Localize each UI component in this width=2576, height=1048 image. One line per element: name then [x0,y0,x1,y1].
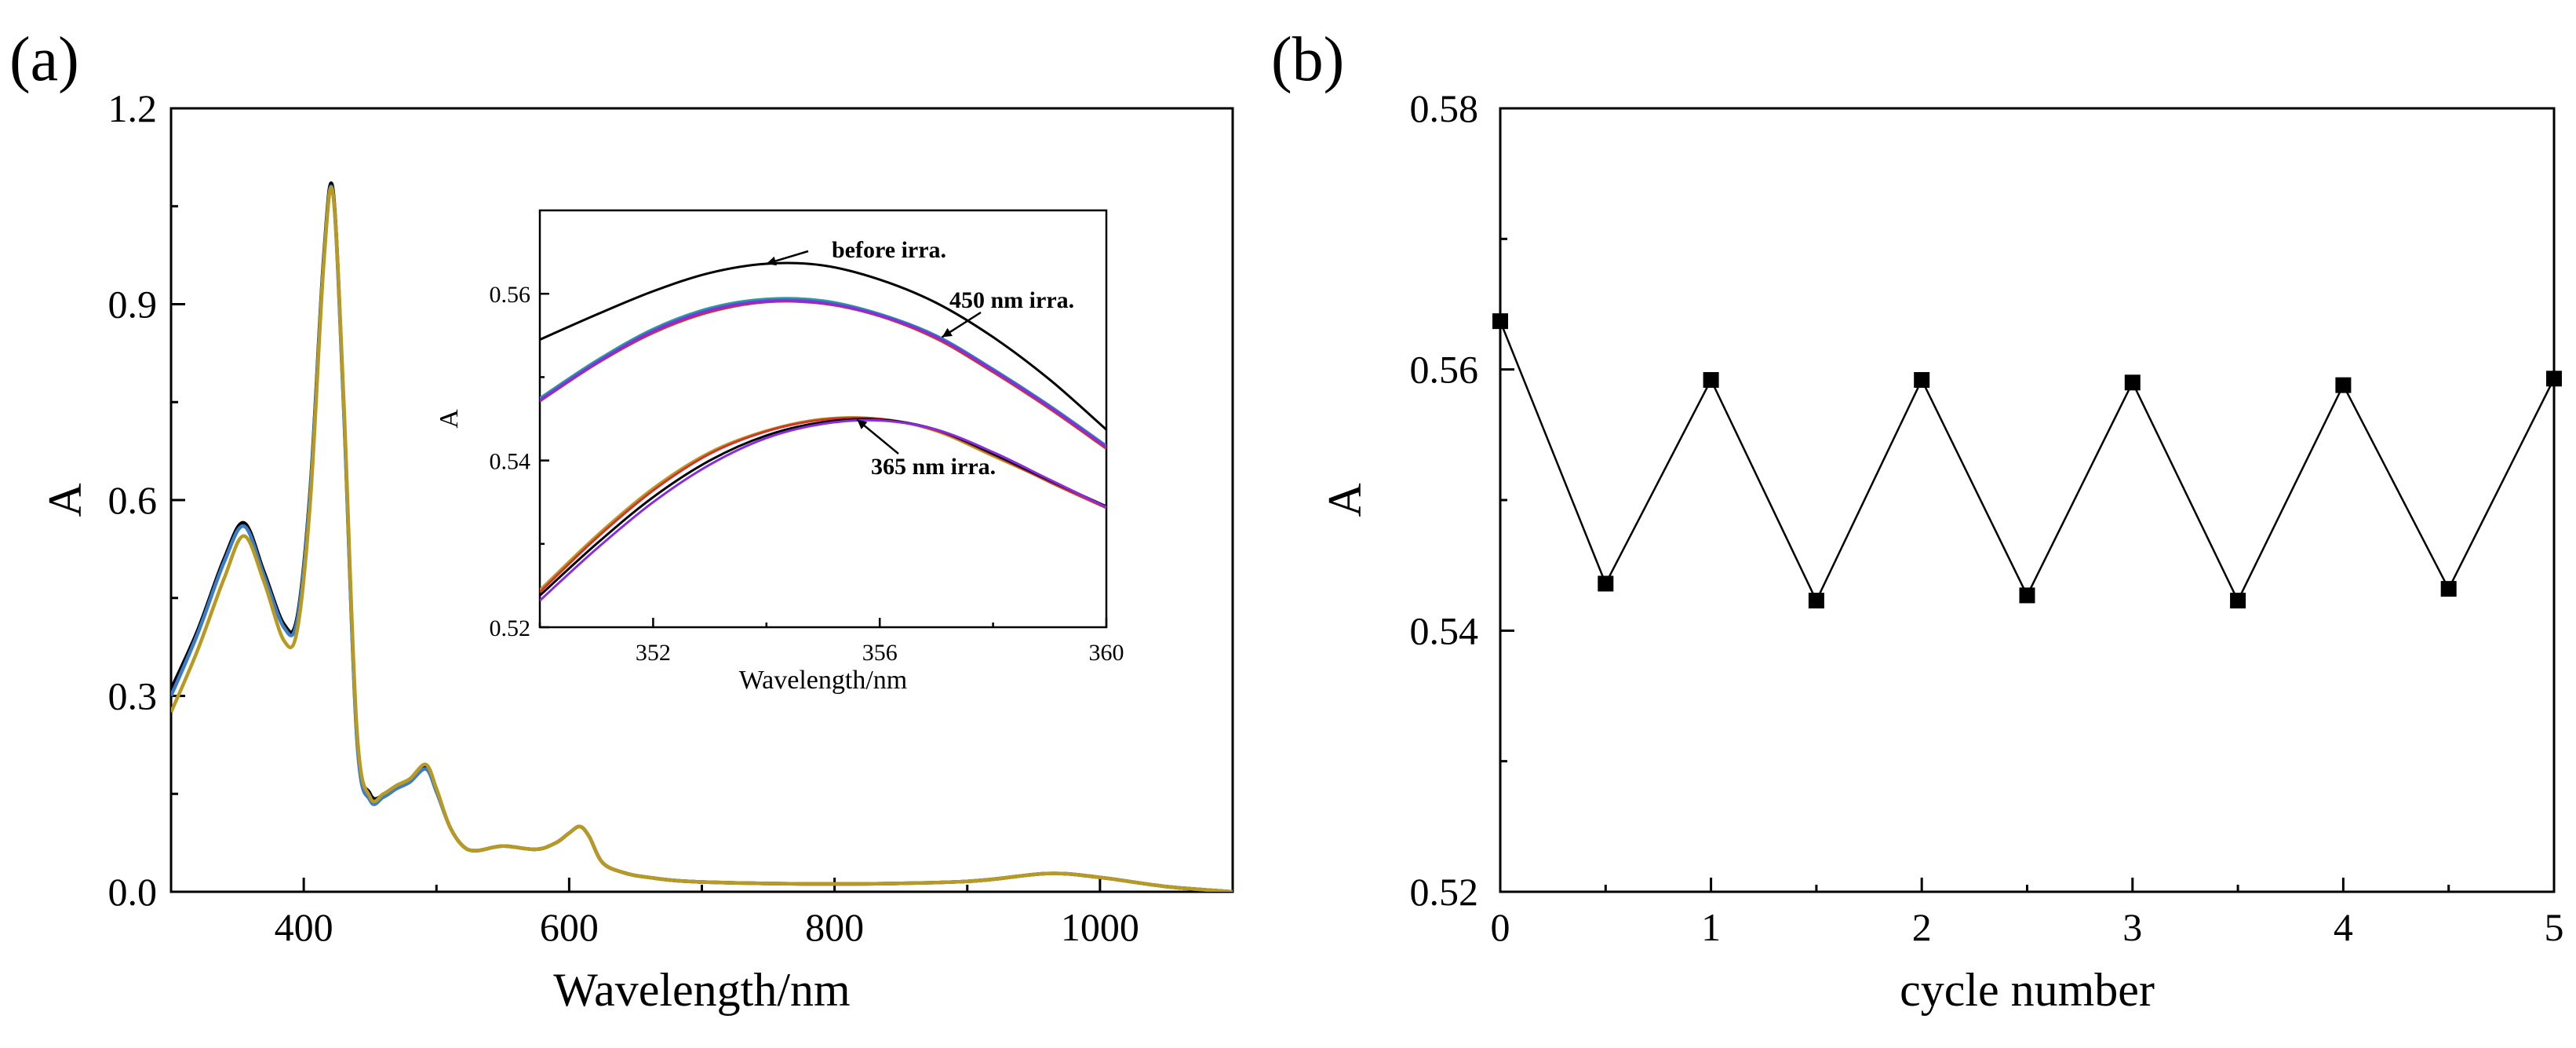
chart-b-y-tick-label: 0.52 [1410,870,1479,914]
chart-b-plot-frame [1499,107,2556,893]
chart-a-inset-series-line-5 [540,416,1106,591]
chart-a-inset-y-tick-label: 0.56 [490,282,531,308]
chart-b-y-tick-label: 0.58 [1410,86,1479,130]
chart-a-y-axis-label: A [39,483,91,517]
chart-a-inset-series-line-7 [540,418,1106,597]
chart-a-inset-series-line-3 [540,300,1106,450]
inset-annotation-before: before irra. [832,237,946,263]
chart-b-data-point-1 [1598,575,1614,592]
chart-a-y-tick-label: 0.0 [108,870,158,914]
chart-a-plot-frame [169,107,1234,893]
chart-b-data-point-10 [2546,371,2562,387]
chart-b-y-tick-label: 0.56 [1410,348,1479,392]
panel-b-label: (b) [1271,25,1344,94]
chart-a-x-tick-label: 800 [805,905,864,949]
chart-b-data-point-2 [1703,371,1719,388]
chart-a-inset-x-tick-label: 360 [1089,640,1124,666]
chart-b-data-point-9 [2440,581,2457,597]
chart-b-series-group [1500,320,2554,602]
chart-a-series-line-2 [171,185,1233,892]
chart-a-x-tick-label: 1000 [1061,905,1139,949]
chart-a-inset: 352 356 360 0.52 0.54 0.56 Wavelength/nm Abefor… [435,209,1124,695]
inset-annotation-arrowhead-vis [942,327,953,338]
chart-a-x-tick-label: 400 [275,905,333,949]
chart-b-x-tick-label: 0 [1491,905,1510,949]
chart-a-inset-series-group [540,261,1106,602]
chart-b-x-tick-label: 4 [2334,905,2353,949]
chart-a: 400 600 800 1000 0.0 0.3 0.6 0.9 1.2 Wavelength/n… [39,86,1234,1016]
chart-a-inset-series-line-4 [540,299,1106,448]
chart-a-series-group [171,181,1233,892]
chart-b-data-point-3 [1808,593,1824,609]
chart-a-y-tick-label: 0.6 [108,478,158,522]
chart-b-y-tick-label: 0.54 [1410,608,1479,652]
chart-b-x-tick-label: 5 [2545,905,2564,949]
chart-b-x-axis-label: cycle number [1900,964,2155,1016]
inset-annotation-uv: 365 nm irra. [871,454,996,480]
chart-b-series-line-0 [1500,320,2554,602]
chart-a-x-tick-label: 600 [540,905,599,949]
chart-a-inset-series-line-8 [540,418,1106,602]
chart-a-x-axis-label: Wavelength/nm [553,964,850,1016]
inset-annotation-arrowhead-uv [857,419,868,429]
chart-b-data-point-5 [2019,587,2035,604]
panel-a-label: (a) [9,25,79,94]
chart-a-inset-y-axis-label: A [435,409,464,429]
chart-a-inset-plot-frame [538,209,1108,629]
chart-a-inset-y-tick-label: 0.52 [490,615,531,641]
chart-a-inset-x-tick-label: 356 [862,640,898,666]
chart-b-data-point-4 [1914,371,1930,388]
chart-b-data-point-6 [2124,374,2141,391]
chart-a-y-tick-label: 0.3 [108,674,158,718]
chart-a-inset-y-tick-label: 0.54 [490,449,531,475]
chart-b-data-point-7 [2230,593,2246,609]
chart-b-data-point-0 [1492,313,1508,330]
chart-a-y-tick-label: 0.9 [108,283,158,327]
chart-a-inset-x-axis-label: Wavelength/nm [739,666,907,695]
chart-a-inset-series-line-0 [540,261,1106,431]
chart-b-x-tick-label: 3 [2122,905,2142,949]
chart-b-data-point-8 [2335,377,2352,393]
inset-annotation-arrowhead-before [766,256,778,266]
chart-b-x-tick-label: 2 [1912,905,1932,949]
chart-b: 0 1 2 3 4 5 0.52 0.54 0.56 0.58 cycle number A [1319,86,2564,1016]
inset-annotation-vis: 450 nm irra. [949,287,1074,313]
chart-a-inset-x-tick-label: 352 [636,640,671,666]
chart-b-x-tick-label: 1 [1701,905,1721,949]
chart-a-y-tick-label: 1.2 [108,86,158,130]
chart-a-inset-series-line-6 [540,416,1106,593]
chart-b-y-axis-label: A [1319,483,1371,517]
